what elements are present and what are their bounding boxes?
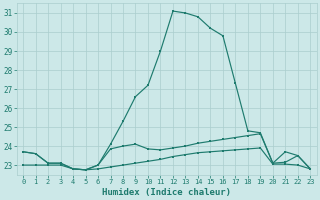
X-axis label: Humidex (Indice chaleur): Humidex (Indice chaleur) — [102, 188, 231, 197]
